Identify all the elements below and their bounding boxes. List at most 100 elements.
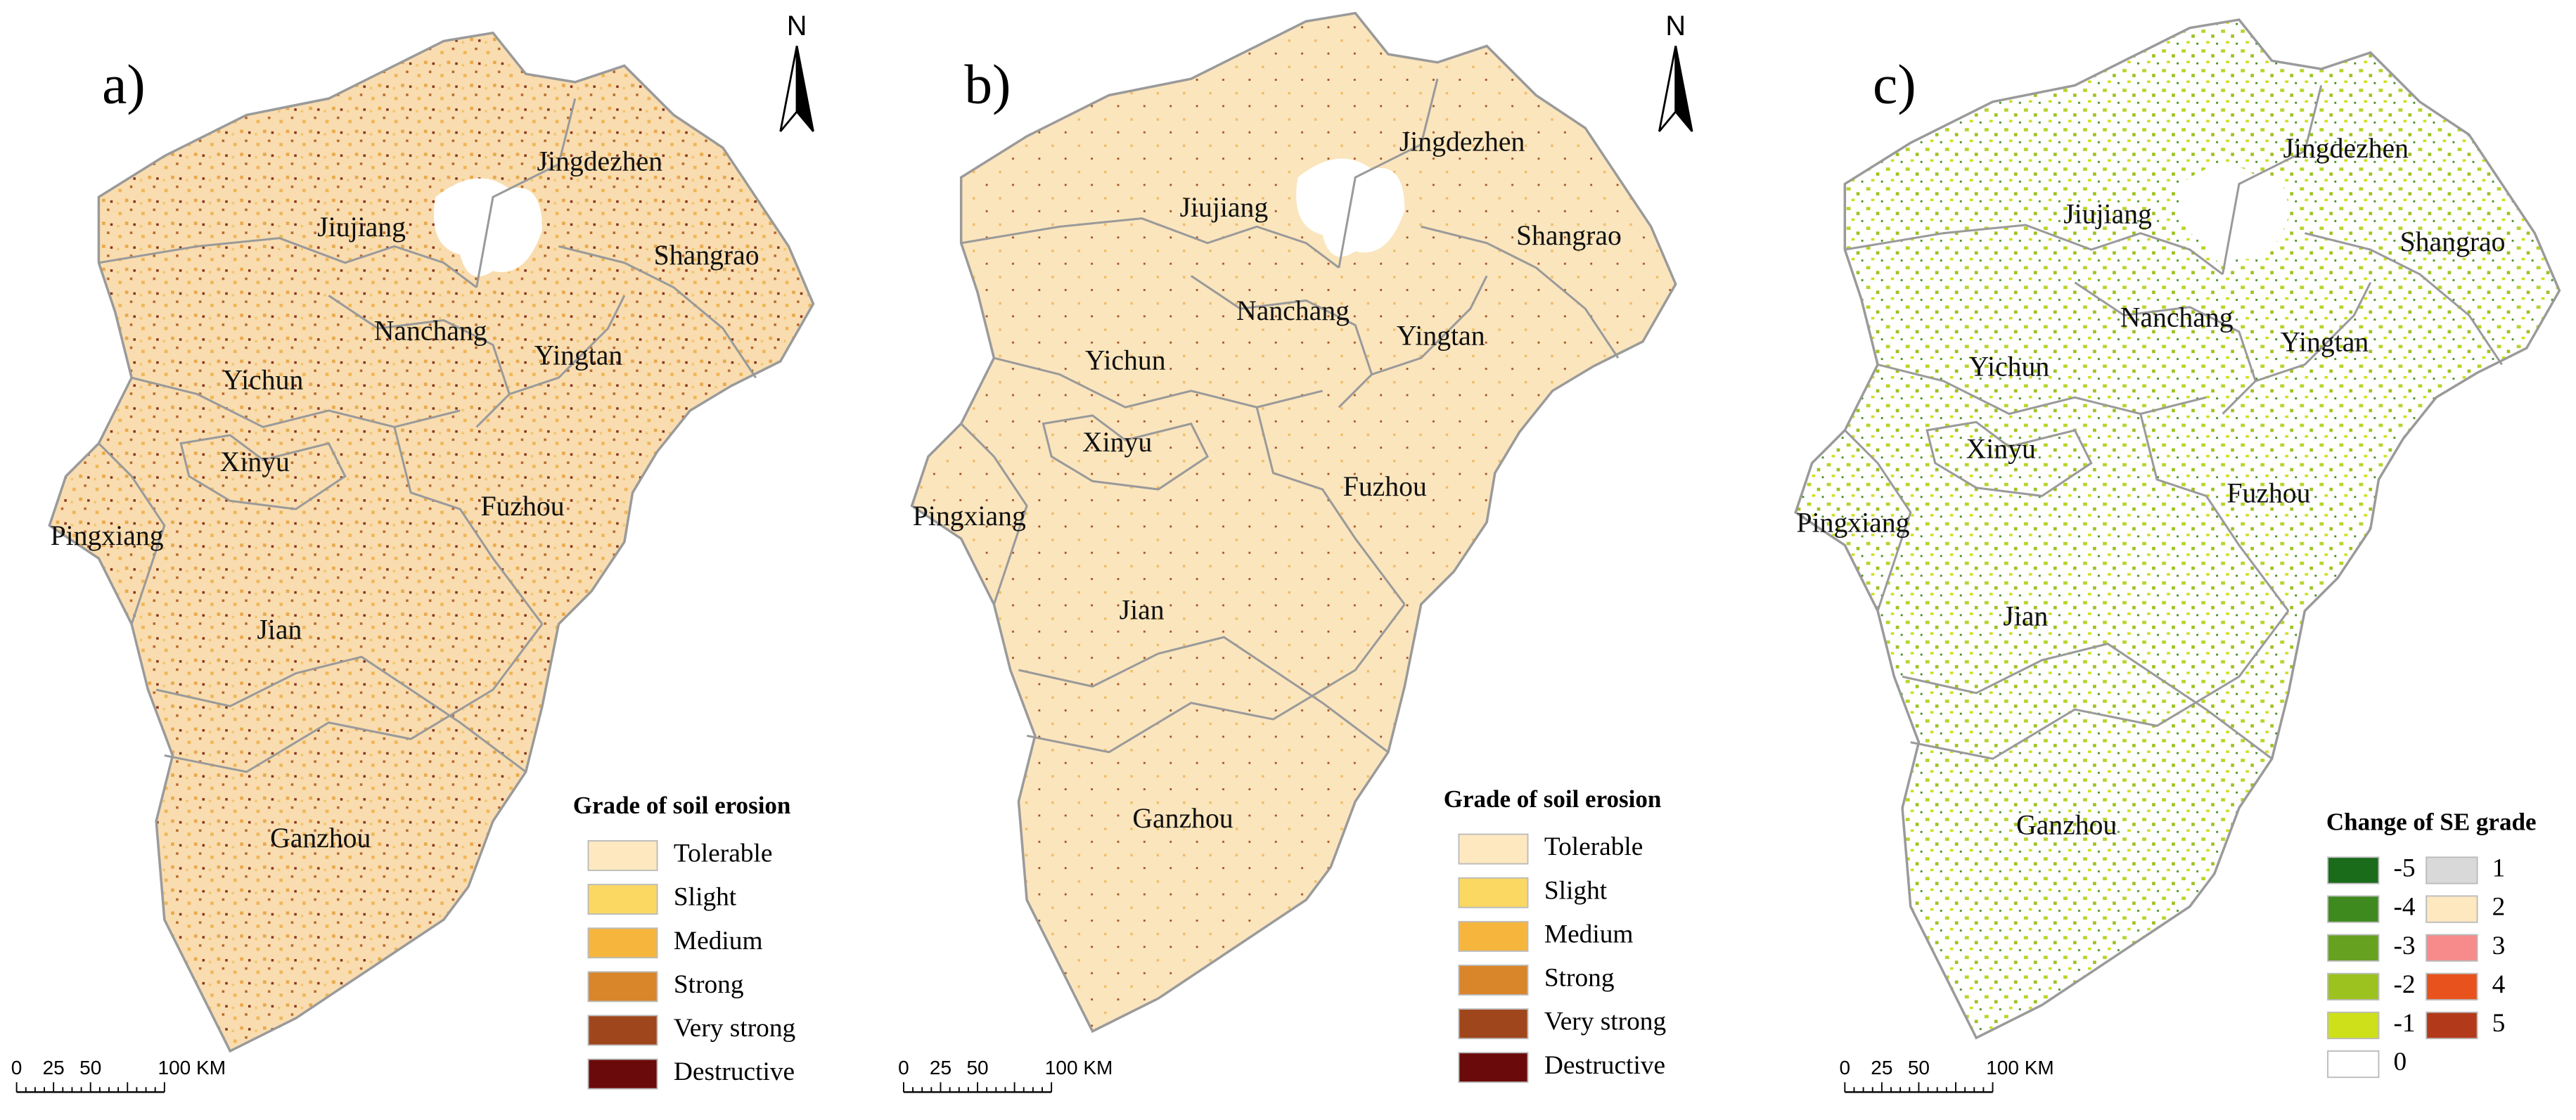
scale-label: 100 KM bbox=[1986, 1057, 2054, 1079]
city-label: Yichun bbox=[1085, 345, 1166, 375]
city-label: Jingdezhen bbox=[537, 146, 663, 177]
city-label: Shangrao bbox=[654, 240, 760, 271]
scale-label: 50 bbox=[1908, 1057, 1930, 1079]
legend-label: Strong bbox=[674, 970, 744, 999]
legend-swatch bbox=[587, 971, 658, 1003]
panel-label: b) bbox=[964, 54, 1011, 116]
legend-swatch bbox=[587, 1015, 658, 1046]
city-label: Jingdezhen bbox=[2283, 133, 2409, 164]
legend-label: 1 bbox=[2492, 854, 2506, 883]
region-border bbox=[328, 295, 511, 428]
panel-label: c) bbox=[1873, 54, 1916, 116]
legend-swatch bbox=[587, 839, 658, 871]
legend-swatch bbox=[2327, 972, 2380, 1000]
legend-label: 0 bbox=[2393, 1048, 2407, 1076]
city-label: Jiujiang bbox=[2063, 198, 2152, 229]
region-border bbox=[1845, 224, 2224, 276]
legend-title: Change of SE grade bbox=[2326, 809, 2537, 836]
region-border bbox=[164, 623, 544, 773]
city-label: Jiujiang bbox=[1180, 192, 1269, 223]
region-border bbox=[1018, 636, 1389, 754]
legend-swatch bbox=[2426, 856, 2478, 884]
city-label: Yingtan bbox=[534, 340, 623, 371]
region-border bbox=[558, 245, 757, 379]
city-label: Yingtan bbox=[2281, 327, 2369, 358]
city-label: Yichun bbox=[1969, 352, 2050, 382]
city-label: Jian bbox=[257, 614, 302, 645]
legend-swatch bbox=[2426, 1011, 2478, 1040]
legend-label: -5 bbox=[2393, 854, 2415, 883]
scale-label: 50 bbox=[79, 1057, 101, 1079]
legend-swatch bbox=[1458, 920, 1529, 952]
north-arrow bbox=[1674, 46, 1693, 132]
region-border bbox=[961, 217, 1340, 269]
north-arrow bbox=[1658, 46, 1677, 132]
scale-label: 25 bbox=[1871, 1057, 1892, 1079]
legend-label: Very strong bbox=[1544, 1008, 1666, 1036]
region-border bbox=[1925, 420, 2093, 497]
scale-label: 25 bbox=[43, 1057, 65, 1079]
city-label: Jian bbox=[1120, 594, 1165, 625]
region-border bbox=[1421, 225, 1620, 359]
legend-label: 5 bbox=[2492, 1009, 2506, 1038]
legend-swatch bbox=[2426, 895, 2478, 923]
city-label: Pingxiang bbox=[51, 520, 164, 551]
region-border bbox=[1902, 642, 2273, 760]
city-label: Fuzhou bbox=[480, 491, 564, 522]
legend-swatch bbox=[2327, 856, 2380, 884]
city-label: Jingdezhen bbox=[1399, 127, 1525, 157]
city-label: Xinyu bbox=[220, 446, 290, 477]
legend-swatch bbox=[1458, 877, 1529, 908]
legend-label: -1 bbox=[2393, 1009, 2415, 1038]
legend-label: 4 bbox=[2492, 970, 2506, 999]
legend-swatch bbox=[1458, 833, 1529, 865]
legend-label: Destructive bbox=[1544, 1051, 1665, 1080]
city-label: Fuzhou bbox=[1343, 471, 1427, 502]
city-label: Nanchang bbox=[374, 315, 487, 346]
region-border bbox=[2255, 282, 2372, 382]
region-border bbox=[1026, 603, 1406, 754]
north-label: N bbox=[787, 11, 807, 41]
region-border bbox=[1371, 275, 1488, 375]
legend-swatch bbox=[1458, 965, 1529, 996]
region-border bbox=[155, 655, 527, 773]
province-map bbox=[1794, 18, 2561, 1039]
legend-swatch bbox=[2327, 934, 2380, 962]
legend-swatch bbox=[2426, 934, 2478, 962]
legend-label: Strong bbox=[1544, 964, 1615, 993]
legend-label: 2 bbox=[2492, 893, 2506, 922]
legend-swatch bbox=[2426, 972, 2478, 1000]
city-label: Shangrao bbox=[1516, 220, 1622, 251]
region-border bbox=[179, 434, 347, 510]
city-label: Pingxiang bbox=[1797, 508, 1910, 539]
city-label: Fuzhou bbox=[2226, 478, 2310, 509]
region-border bbox=[98, 442, 166, 625]
region-border bbox=[1190, 275, 1373, 408]
scale-label: 0 bbox=[898, 1057, 909, 1079]
legend-swatch bbox=[587, 884, 658, 915]
legend-label: -2 bbox=[2393, 970, 2415, 999]
region-border bbox=[1910, 610, 2290, 760]
region-border bbox=[1255, 406, 1406, 605]
city-label: Ganzhou bbox=[2016, 809, 2117, 840]
region-border bbox=[1844, 429, 1912, 612]
legend-label: Medium bbox=[674, 927, 763, 955]
city-label: Ganzhou bbox=[1132, 803, 1233, 834]
legend-title: Grade of soil erosion bbox=[1444, 785, 1662, 813]
map-panel: Jiujiang Jingdezhen Shangrao Nanchang Yingta… bbox=[1794, 18, 2561, 1039]
region-border bbox=[1338, 78, 1439, 269]
legend-label: Destructive bbox=[674, 1057, 795, 1086]
map-panel: Jiujiang Jingdezhen Shangrao Nanchang Yingta… bbox=[910, 11, 1677, 1033]
legend-label: Slight bbox=[674, 883, 737, 912]
legend-swatch bbox=[2327, 895, 2380, 923]
north-arrow bbox=[795, 46, 814, 132]
city-label: Jian bbox=[2003, 601, 2048, 632]
region-border bbox=[131, 376, 461, 428]
legend-swatch bbox=[587, 927, 658, 959]
city-label: Shangrao bbox=[2400, 226, 2506, 257]
legend-swatch bbox=[587, 1058, 658, 1090]
region-border bbox=[98, 237, 478, 288]
north-label: N bbox=[1665, 11, 1686, 41]
map-panel: Jiujiang Jingdezhen Shangrao Nanchang Yingta… bbox=[48, 31, 815, 1053]
